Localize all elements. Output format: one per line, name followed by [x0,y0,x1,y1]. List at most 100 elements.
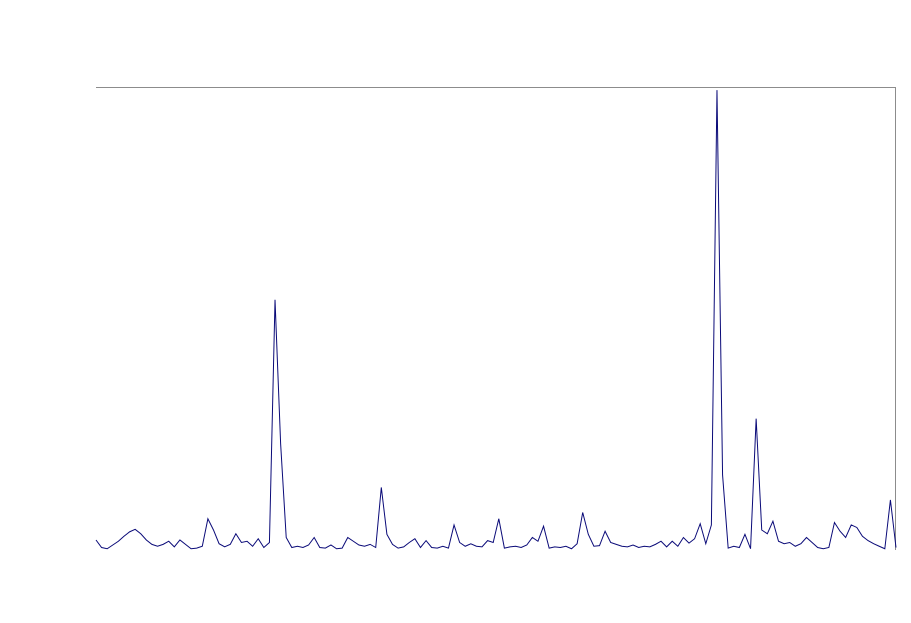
data-point [549,548,550,549]
data-point [744,534,745,535]
data-point [649,546,650,547]
data-point [230,544,231,545]
data-point [588,534,589,535]
data-point [358,544,359,545]
data-point [95,539,96,540]
data-point [330,544,331,545]
data-point [823,548,824,549]
data-point [202,546,203,547]
data-point [213,529,214,530]
data-point [196,548,197,549]
data-point [342,548,343,549]
data-point [884,548,885,549]
data-point [431,547,432,548]
data-point [291,547,292,548]
data-point [442,546,443,547]
data-point [638,547,639,548]
data-point [655,544,656,545]
data-point [537,541,538,542]
data-point [336,548,337,549]
data-point [476,546,477,547]
data-point [135,529,136,530]
data-point [739,547,740,548]
data-point [610,542,611,543]
data-point [112,544,113,545]
data-point [733,546,734,547]
data-point [459,542,460,543]
data-point [308,544,309,545]
data-point [711,524,712,525]
data-point [873,543,874,544]
data-point [504,548,505,549]
data-point [532,537,533,538]
data-point [604,531,605,532]
data-point [767,533,768,534]
data-point [487,540,488,541]
data-point [845,537,846,538]
data-point [666,546,667,547]
data-point [364,546,365,547]
data-point [722,474,723,475]
data-point [627,546,628,547]
data-point [683,537,684,538]
chart-series [95,90,897,550]
data-point [806,537,807,538]
data-point [789,542,790,543]
data-point [146,539,147,540]
data-point [728,548,729,549]
data-point [185,544,186,545]
data-point [347,537,348,538]
data-point [101,547,102,548]
data-point [688,543,689,544]
data-point [672,541,673,542]
data-point [778,541,779,542]
data-point [386,534,387,535]
data-point [694,538,695,539]
data-point [526,544,527,545]
data-point [565,546,566,547]
data-point [498,518,499,519]
data-point [465,546,466,547]
data-point [437,548,438,549]
data-point [521,547,522,548]
data-point [856,527,857,528]
data-point [140,533,141,534]
data-point [582,512,583,513]
data-point [107,548,108,549]
data-point [761,529,762,530]
data-point [375,547,376,548]
data-point [409,542,410,543]
data-point [420,547,421,548]
data-point [274,299,275,300]
data-point [258,538,259,539]
data-point [795,546,796,547]
data-point [851,524,852,525]
data-point [207,518,208,519]
data-point [252,546,253,547]
data-point [705,543,706,544]
data-point [481,546,482,547]
data-point [218,543,219,544]
data-point [151,544,152,545]
data-point [325,548,326,549]
data-point [425,540,426,541]
data-point [834,522,835,523]
data-point [772,521,773,522]
data-point [839,531,840,532]
data-point [493,542,494,543]
data-point [543,526,544,527]
data-point [879,546,880,547]
data-point [571,548,572,549]
data-point [179,539,180,540]
data-point [392,544,393,545]
data-point [235,533,236,534]
data-point [381,487,382,488]
data-point [280,443,281,444]
data-point [817,547,818,548]
data-point [246,541,247,542]
data-point [470,543,471,544]
data-point [593,546,594,547]
data-point [191,548,192,549]
data-point [302,547,303,548]
